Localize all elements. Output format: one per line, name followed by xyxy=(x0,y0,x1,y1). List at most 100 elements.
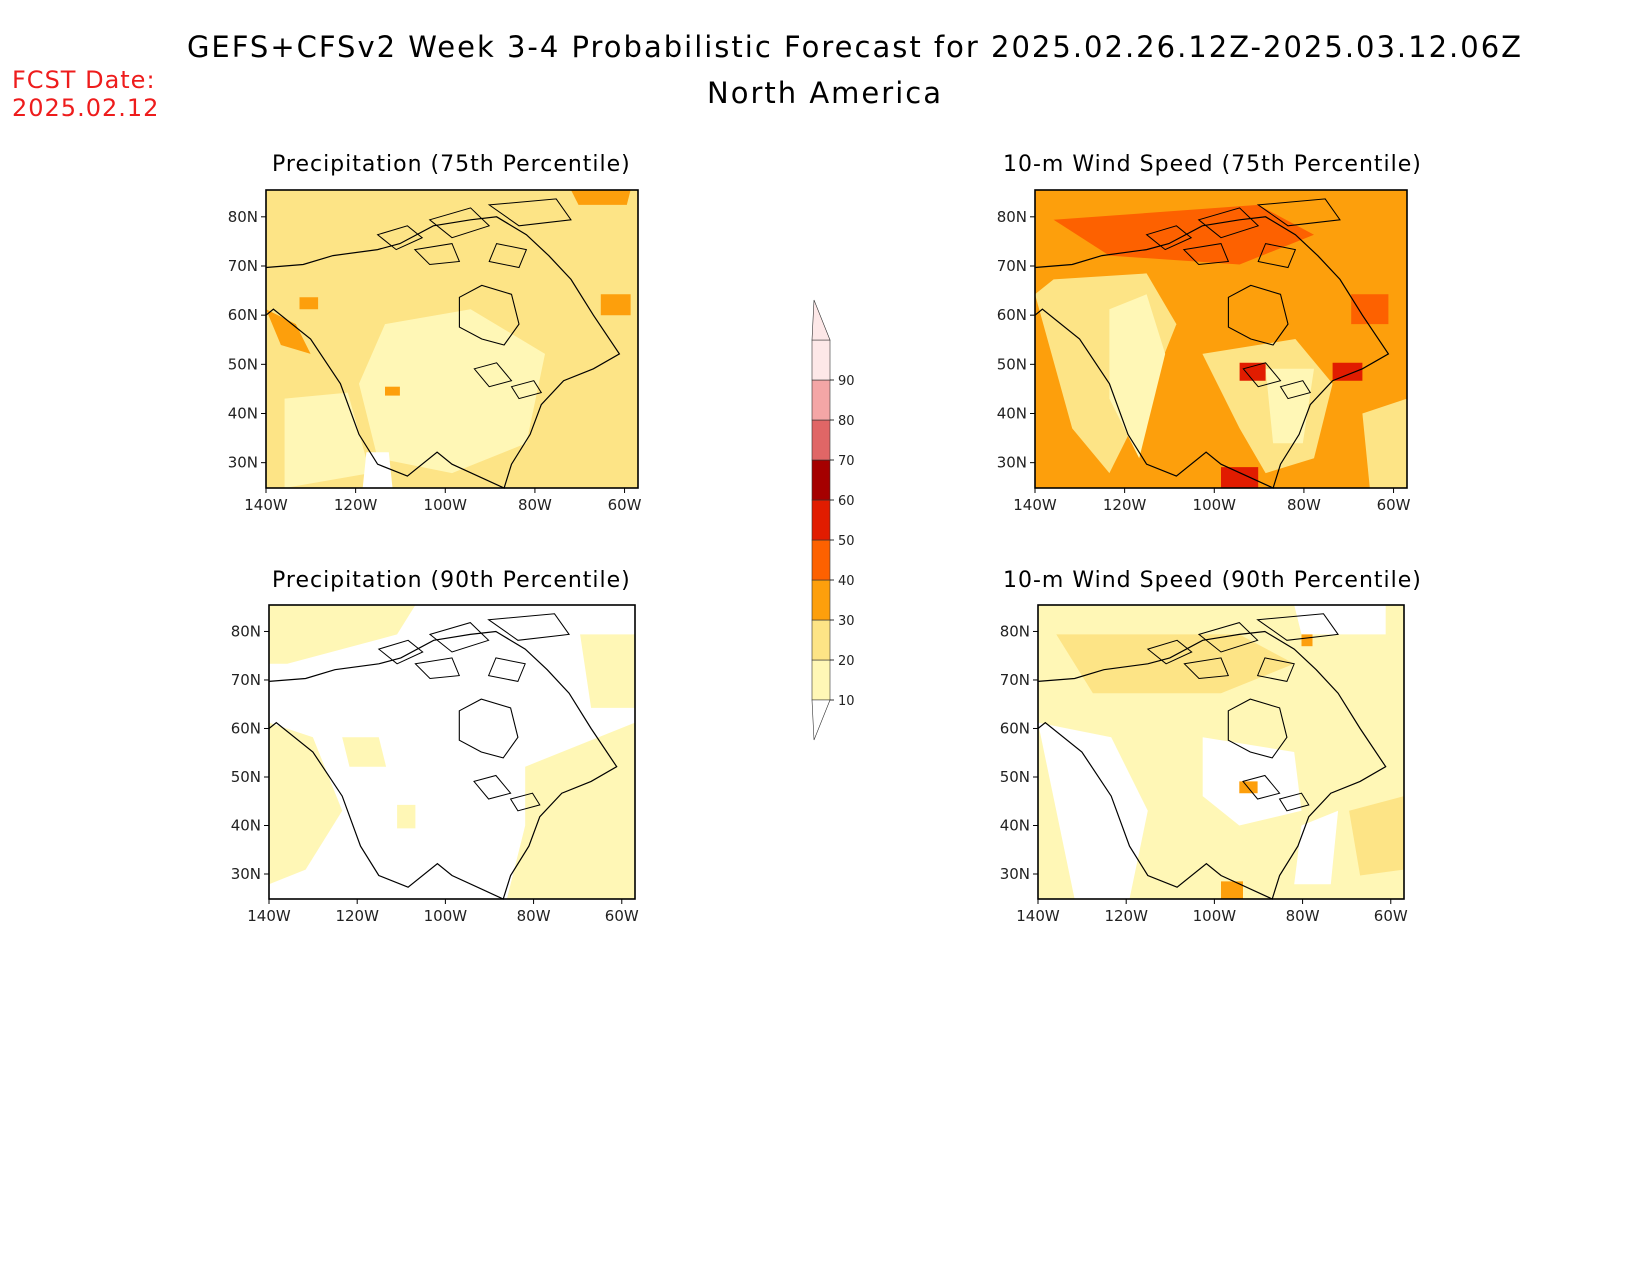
shading-patch xyxy=(1056,634,1295,694)
lat-tick-label: 80N xyxy=(1000,622,1030,640)
island-outline xyxy=(428,207,491,239)
lon-tick-label: 60W xyxy=(605,907,639,925)
shading-patch xyxy=(1109,294,1166,459)
lat-tick-label: 50N xyxy=(1000,768,1030,786)
lon-tick-label: 140W xyxy=(247,907,291,925)
colorbar-swatch xyxy=(811,419,831,461)
map-wind-75: 140W 120W 100W 80W 60W 80N 70N 60N 50N 40N 30N xyxy=(997,189,1411,514)
lat-tick-label: 80N xyxy=(997,208,1027,226)
map-frame xyxy=(1034,189,1408,489)
island-outline xyxy=(1146,639,1193,665)
island-outline xyxy=(377,639,424,665)
main-title: GEFS+CFSv2 Week 3-4 Probabilistic Foreca… xyxy=(186,30,1524,64)
map-frame xyxy=(265,189,639,489)
shading-patch xyxy=(1351,294,1389,325)
coastline xyxy=(1034,216,1390,489)
lat-tick-label: 30N xyxy=(1000,865,1030,883)
map-wind-90: 140W 120W 100W 80W 60W 80N 70N 60N 50N 40N 30N xyxy=(1000,604,1408,925)
island-outline xyxy=(414,657,461,680)
lat-tick-label: 80N xyxy=(228,208,258,226)
lat-tick-label: 30N xyxy=(997,454,1027,472)
colorbar-tick-label: 20 xyxy=(838,654,855,669)
shading-patch xyxy=(1294,605,1386,635)
colorbar-top-arrow xyxy=(811,299,831,341)
lat-tick-label: 50N xyxy=(997,355,1027,373)
map-precip-90: 140W 120W 100W 80W 60W 80N 70N 60N 50N 40N 30N xyxy=(231,604,639,925)
shading-patch xyxy=(1349,796,1404,876)
hudson-bay-outline xyxy=(1227,698,1288,759)
colorbar-tick-label: 70 xyxy=(838,454,855,469)
colorbar-bottom-arrow xyxy=(811,699,831,741)
island-outline xyxy=(488,243,528,269)
colorbar-swatch xyxy=(811,339,831,381)
island-outline xyxy=(487,657,526,682)
lat-tick-label: 30N xyxy=(228,454,258,472)
shading-patch xyxy=(362,452,393,488)
lat-tick-label: 40N xyxy=(997,405,1027,423)
region-subtitle: North America xyxy=(707,76,943,110)
island-outline xyxy=(1256,657,1295,682)
map-frame xyxy=(268,604,636,900)
island-outline xyxy=(413,243,461,266)
shading-patch xyxy=(1362,398,1407,488)
lat-tick-label: 70N xyxy=(231,671,261,689)
colorbar-swatch xyxy=(811,539,831,581)
island-outline xyxy=(487,198,572,227)
shading-patch xyxy=(397,804,416,829)
island-outline xyxy=(376,225,424,251)
lat-tick-label: 50N xyxy=(228,355,258,373)
lat-tick-label: 50N xyxy=(231,768,261,786)
colorbar-tick-label: 90 xyxy=(838,374,855,389)
panel-title-precip-75: Precipitation (75th Percentile) xyxy=(272,152,631,177)
lat-tick-label: 60N xyxy=(1000,719,1030,737)
great-lake-outline xyxy=(473,774,512,800)
colorbar-swatch xyxy=(811,619,831,661)
lat-tick-label: 30N xyxy=(231,865,261,883)
shading-patch xyxy=(266,309,311,354)
lon-tick-label: 80W xyxy=(1286,907,1320,925)
shading-patch xyxy=(571,190,631,205)
lon-tick-label: 120W xyxy=(334,496,378,514)
lat-tick-label: 40N xyxy=(231,817,261,835)
island-outline xyxy=(487,613,570,641)
great-lake-outline xyxy=(1242,362,1282,388)
shading-patch xyxy=(1221,467,1259,488)
lon-tick-label: 100W xyxy=(424,496,468,514)
island-outline xyxy=(1183,657,1230,680)
lon-tick-label: 100W xyxy=(424,907,468,925)
colorbar-tick-label: 50 xyxy=(838,534,855,549)
shading-patch xyxy=(1053,204,1314,265)
hudson-bay-outline xyxy=(1227,284,1289,346)
shading-patch xyxy=(342,737,387,767)
shading-patch xyxy=(1301,634,1313,647)
lon-tick-label: 140W xyxy=(1016,907,1060,925)
panel-title-wind-75: 10-m Wind Speed (75th Percentile) xyxy=(1003,152,1422,177)
colorbar-swatch xyxy=(811,579,831,621)
great-lake-outline xyxy=(1242,774,1281,800)
lat-tick-label: 60N xyxy=(997,306,1027,324)
shading-patch xyxy=(580,634,635,708)
lon-tick-label: 80W xyxy=(1287,496,1321,514)
lon-tick-label: 80W xyxy=(517,907,551,925)
lon-tick-label: 140W xyxy=(244,496,288,514)
colorbar-swatch xyxy=(811,379,831,421)
great-lake-outline xyxy=(510,380,543,400)
lon-tick-label: 60W xyxy=(608,496,642,514)
lon-tick-label: 100W xyxy=(1193,496,1237,514)
lat-tick-label: 40N xyxy=(228,405,258,423)
hudson-bay-outline xyxy=(458,284,520,346)
panel-title-precip-90: Precipitation (90th Percentile) xyxy=(272,568,631,593)
fcst-date-label: FCST Date: xyxy=(12,66,156,94)
shading-patch xyxy=(1239,362,1266,381)
map-frame xyxy=(1037,604,1405,900)
colorbar-swatch xyxy=(811,499,831,541)
great-lake-outline xyxy=(509,792,541,812)
colorbar-tick-label: 40 xyxy=(838,574,855,589)
shading-patch xyxy=(1265,368,1314,444)
island-outline xyxy=(1256,198,1341,227)
lon-tick-label: 80W xyxy=(518,496,552,514)
island-outline xyxy=(1197,622,1259,653)
shading-patch xyxy=(1221,881,1243,899)
island-outline xyxy=(428,622,490,653)
great-lake-outline xyxy=(1279,380,1312,400)
